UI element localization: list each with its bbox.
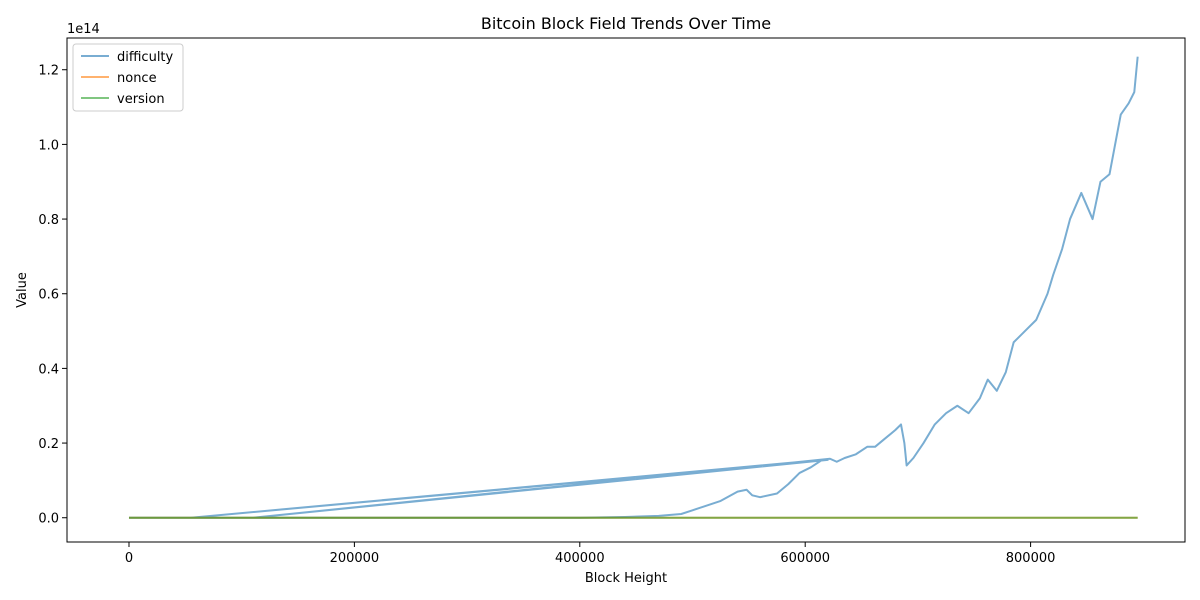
y-axis-label: Value [15, 272, 30, 308]
plot-area [66, 37, 1186, 543]
chart-title: Bitcoin Block Field Trends Over Time [481, 14, 771, 33]
y-tick-label: 0.4 [38, 362, 59, 377]
y-tick-label: 1.0 [38, 138, 59, 153]
x-tick-label: 600000 [780, 551, 830, 566]
x-tick-label: 200000 [330, 551, 380, 566]
x-tick-label: 800000 [1006, 551, 1056, 566]
series-lines [128, 56, 1139, 519]
legend-label-nonce: nonce [117, 71, 157, 86]
y-offset-label: 1e14 [67, 22, 100, 37]
legend-label-difficulty: difficulty [117, 50, 174, 65]
y-tick-label: 0.6 [38, 288, 59, 303]
x-axis-label: Block Height [585, 571, 667, 586]
y-tick-label: 0.8 [38, 213, 59, 228]
y-tick-label: 0.0 [38, 512, 59, 527]
y-tick-label: 1.2 [38, 64, 59, 79]
y-tick-label: 0.2 [38, 437, 59, 452]
x-tick-label: 400000 [555, 551, 605, 566]
legend-box [72, 43, 184, 112]
x-tick-label: 0 [125, 551, 133, 566]
series-line-difficulty [128, 56, 1139, 519]
legend: difficulty nonce version [72, 43, 184, 112]
axis-ticks: 0 200000 400000 600000 800000 0.0 0.2 0.4 0.6 0.8… [38, 64, 1055, 566]
legend-label-version: version [117, 92, 165, 107]
